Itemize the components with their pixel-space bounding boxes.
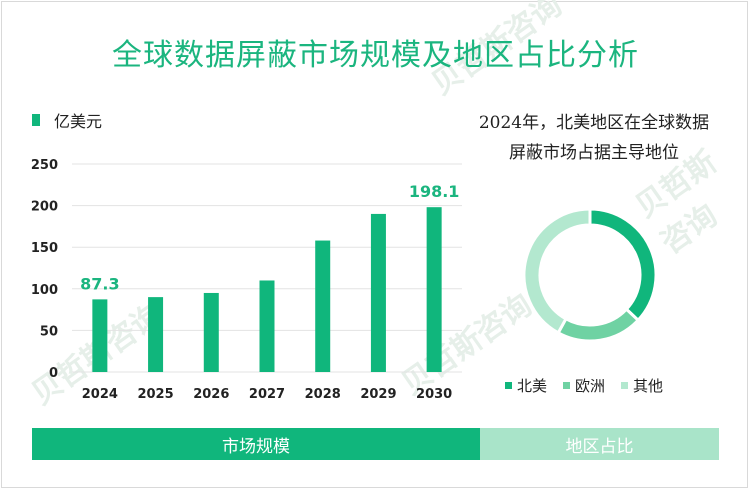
pie-legend-swatch: [505, 382, 512, 389]
pie-legend-item-other: 其他: [621, 375, 663, 396]
y-tick-label: 250: [31, 158, 58, 173]
x-tick-label: 2027: [249, 387, 285, 402]
pie-slice: [556, 307, 641, 343]
bar-legend-swatch: [32, 114, 40, 126]
pie-legend-swatch: [563, 382, 571, 389]
bar: [315, 240, 331, 372]
pie-title-line-2: 屏蔽市场占据主导地位: [509, 143, 679, 163]
pie-title: 2024年，北美地区在全球数据 屏蔽市场占据主导地位: [474, 108, 714, 168]
y-tick-label: 0: [49, 366, 58, 381]
bar: [203, 292, 219, 372]
pie-legend-label: 欧洲: [575, 377, 606, 395]
bar: [148, 297, 164, 372]
pie-legend-item-na: 北美: [505, 375, 547, 396]
x-tick-label: 2026: [193, 387, 229, 402]
bar-legend-label: 亿美元: [54, 112, 103, 131]
x-tick-label: 2029: [360, 387, 396, 402]
bar-chart: 0 50 100 150 200 250 2024 87.3 2025 2026 2027 2028 2…: [31, 158, 462, 402]
footer-market-size: 市场规模: [32, 428, 480, 460]
bar: [426, 207, 442, 372]
x-tick-label: 2024: [82, 387, 118, 402]
page-title: 全球数据屏蔽市场规模及地区占比分析: [112, 38, 639, 73]
pie-legend-item-eu: 欧洲: [563, 375, 605, 396]
pie-legend: 北美 欧洲 其他: [505, 375, 679, 396]
data-label: 198.1: [409, 182, 460, 201]
bar: [370, 213, 386, 372]
pie-title-line-1: 2024年，北美地区在全球数据: [478, 113, 710, 133]
pie-chart: [522, 207, 658, 343]
pie-slice: [588, 207, 658, 323]
y-tick-label: 200: [31, 200, 58, 215]
pie-slice: [522, 207, 592, 335]
pie-legend-label: 北美: [517, 377, 548, 395]
data-label: 87.3: [80, 274, 119, 293]
footer-region-share: 地区占比: [480, 428, 719, 460]
bar: [92, 299, 108, 372]
x-tick-label: 2028: [305, 387, 341, 402]
pie-legend-label: 其他: [633, 377, 664, 395]
y-tick-label: 150: [31, 241, 58, 256]
y-tick-label: 100: [31, 283, 58, 298]
pie-legend-swatch: [621, 382, 629, 389]
x-tick-label: 2030: [416, 387, 452, 402]
bar-legend: 亿美元: [32, 108, 102, 132]
y-tick-label: 50: [40, 324, 58, 339]
bar: [259, 280, 275, 372]
x-tick-label: 2025: [137, 387, 173, 402]
